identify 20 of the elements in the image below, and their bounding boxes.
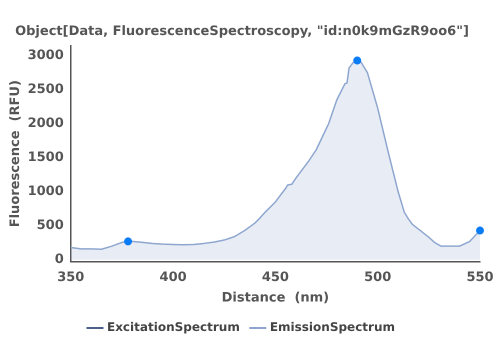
x-tick-label: 550	[466, 270, 494, 285]
x-tick-label: 350	[57, 270, 84, 285]
x-tick-label: 500	[364, 270, 392, 285]
chart-title: Object[Data, FluorescenceSpectroscopy, "id:n0k9mGzR9oo6"]	[15, 24, 469, 40]
point	[353, 56, 362, 65]
y-tick-label: 2000	[28, 116, 64, 132]
y-tick-label: 1000	[28, 184, 64, 200]
y-tick-label: 2500	[28, 82, 64, 98]
x-tick-label: 400	[160, 270, 187, 285]
point	[476, 226, 484, 235]
y-tick-label: 3000	[28, 48, 64, 64]
y-axis-title: Fluorescence (RFU)	[8, 80, 24, 228]
x-axis-title: Distance (nm)	[222, 290, 330, 306]
legend-label: EmissionSpectrum	[270, 320, 396, 334]
y-tick-label: 500	[36, 218, 64, 234]
y-tick-label: 1500	[28, 150, 64, 166]
x-tick-label: 450	[262, 270, 289, 285]
point	[124, 237, 132, 246]
y-tick-label: 0	[54, 252, 64, 268]
legend-label: ExcitationSpectrum	[106, 320, 240, 334]
